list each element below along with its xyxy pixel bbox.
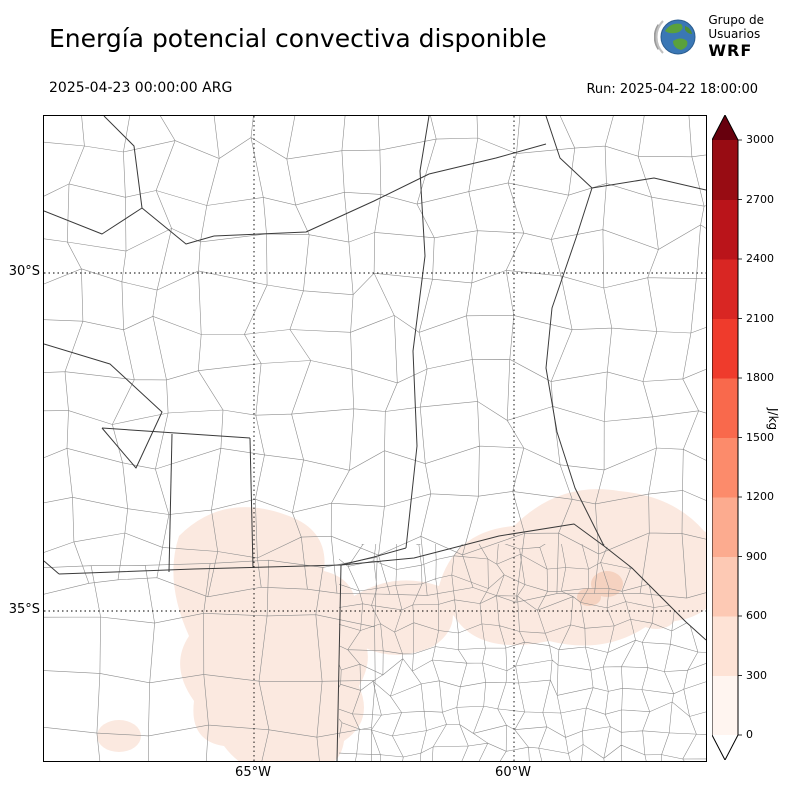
- run-time-label: Run: 2025-04-22 18:00:00: [586, 82, 758, 97]
- wrf-logo-globe-icon: [654, 19, 696, 55]
- colorbar-tick-label: 1500: [746, 430, 774, 444]
- lat-label-30s: 30°S: [8, 264, 40, 279]
- colorbar-tick-label: 2700: [746, 192, 774, 206]
- colorbar-tick-label: 300: [746, 668, 767, 682]
- colorbar-tick-label: 3000: [746, 133, 774, 146]
- colorbar-tick-label: 1200: [746, 490, 774, 503]
- wrf-logo: Grupo de Usuarios WRF: [654, 13, 764, 60]
- colorbar-tick-label: 900: [746, 549, 767, 563]
- cape-shading-layer: [97, 489, 729, 771]
- colorbar-tick-label: 2100: [746, 311, 774, 325]
- map-canvas: [20, 93, 751, 795]
- department-boundaries-layer: [20, 93, 751, 795]
- logo-line1: Grupo de: [708, 13, 764, 27]
- wrf-logo-text: Grupo de Usuarios WRF: [708, 13, 764, 60]
- logo-line2: Usuarios: [708, 26, 761, 41]
- colorbar-unit-label: J/kg: [766, 408, 780, 431]
- map-frame: [20, 93, 751, 795]
- colorbar: [712, 115, 742, 760]
- lon-label-60w: 60°W: [495, 765, 531, 780]
- colorbar-tick-label: 2400: [746, 252, 774, 265]
- colorbar-tick-label: 0: [746, 728, 753, 741]
- page-title: Energía potencial convectiva disponible: [49, 24, 547, 53]
- lon-label-65w: 65°W: [235, 765, 271, 780]
- colorbar-tick-label: 600: [746, 609, 767, 622]
- colorbar-tick-label: 1800: [746, 371, 774, 384]
- valid-time-label: 2025-04-23 00:00:00 ARG: [49, 80, 233, 96]
- lat-label-35s: 35°S: [8, 602, 40, 617]
- logo-line3: WRF: [708, 40, 753, 60]
- province-borders-layer: [43, 115, 707, 762]
